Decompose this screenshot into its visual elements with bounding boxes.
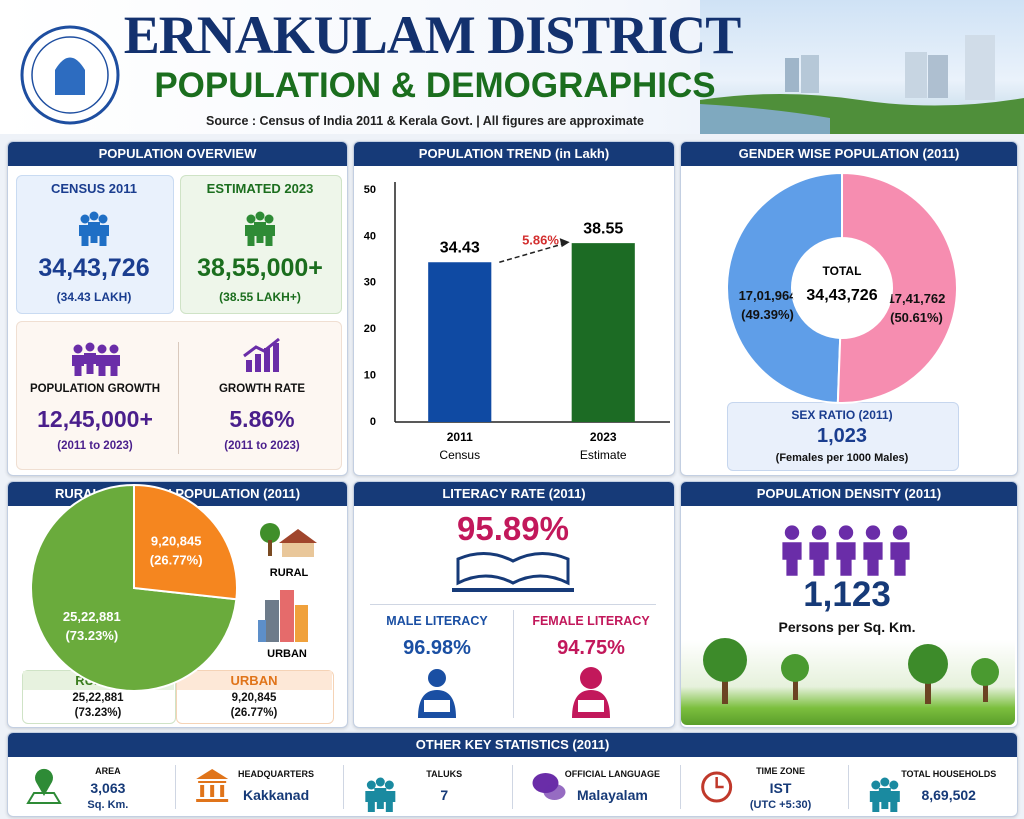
card <box>16 321 342 470</box>
sex-ratio-title: SEX RATIO (2011) <box>791 408 893 422</box>
divider <box>178 342 179 454</box>
stats-panel: OTHER KEY STATISTICS (2011) <box>7 732 1018 817</box>
source: Source : Census of India 2011 & Kerala G… <box>206 114 644 128</box>
divider <box>847 765 849 809</box>
stat-sub: Sq. Km. <box>87 799 129 811</box>
divider <box>679 765 681 809</box>
growth-label: GROWTH RATE <box>218 383 306 395</box>
panel-title: POPULATION TREND (in Lakh) <box>354 142 674 166</box>
stat-label: TIME ZONE <box>756 766 806 776</box>
density-value: 1,123 <box>803 575 891 614</box>
panel-title: POPULATION OVERVIEW <box>8 142 347 166</box>
sex-ratio-note: (Females per 1000 Males) <box>775 452 909 464</box>
stat-label: OFFICIAL LANGUAGE <box>564 769 661 779</box>
stat-value: IST <box>769 780 792 796</box>
stat-label: AREA <box>95 766 121 776</box>
divider <box>175 765 177 809</box>
divider <box>343 765 345 809</box>
growth-label: POPULATION GROWTH <box>29 383 161 395</box>
legend-label: URBAN <box>230 673 278 688</box>
card-sub: (38.55 LAKH+) <box>219 290 301 304</box>
divider <box>370 604 656 605</box>
panel-title: GENDER WISE POPULATION (2011) <box>681 142 1017 166</box>
card-value: 38,55,000+ <box>197 254 323 282</box>
panel-title: LITERACY RATE (2011) <box>354 482 674 506</box>
trend-panel: POPULATION TREND (in Lakh) <box>353 141 675 476</box>
legend-percent: (73.23%) <box>74 707 122 719</box>
stat-value: 7 <box>440 787 449 803</box>
legend-value: 25,22,881 <box>72 692 124 704</box>
card-value: 34,43,726 <box>38 254 150 282</box>
panel-title: OTHER KEY STATISTICS (2011) <box>8 733 1017 757</box>
density-unit: Persons per Sq. Km. <box>778 619 916 635</box>
literacy-value: 94.75% <box>557 637 625 659</box>
stat-value: Kakkanad <box>242 787 310 803</box>
literacy-label: FEMALE LITERACY <box>532 614 650 628</box>
stat-label: HEADQUARTERS <box>238 769 315 779</box>
title: ERNAKULAM DISTRICT <box>123 5 742 65</box>
divider <box>513 610 514 718</box>
growth-sub: (2011 to 2023) <box>224 440 300 452</box>
legend-label: RURAL <box>75 673 121 688</box>
literacy-overall: 95.89% <box>457 510 569 547</box>
stat-value: Malayalam <box>576 787 648 803</box>
subtitle: POPULATION & DEMOGRAPHICS <box>154 66 716 105</box>
stat-value: 8,69,502 <box>921 787 976 803</box>
header-photo <box>700 0 1024 134</box>
sex-ratio-value: 1,023 <box>816 425 868 447</box>
card-label: CENSUS 2011 <box>51 181 137 196</box>
legend-value: 9,20,845 <box>231 692 277 704</box>
panel-title: RURAL VS URBAN POPULATION (2011) <box>8 482 347 506</box>
panel-title: POPULATION DENSITY (2011) <box>681 482 1017 506</box>
literacy-value: 96.98% <box>403 637 471 659</box>
stat-value: 3,063 <box>90 780 126 796</box>
stat-label: TOTAL HOUSEHOLDS <box>901 769 997 779</box>
growth-sub: (2011 to 2023) <box>57 440 133 452</box>
card-sub: (34.43 LAKH) <box>56 290 132 304</box>
landscape <box>681 640 1015 725</box>
growth-value: 12,45,000+ <box>37 406 153 432</box>
literacy-label: MALE LITERACY <box>386 614 488 628</box>
card-label: ESTIMATED 2023 <box>206 181 314 196</box>
growth-value: 5.86% <box>229 406 295 432</box>
divider <box>511 765 513 809</box>
stat-label: TALUKS <box>426 769 463 779</box>
stat-sub: (UTC +5:30) <box>749 799 812 811</box>
legend-percent: (26.77%) <box>230 707 278 719</box>
